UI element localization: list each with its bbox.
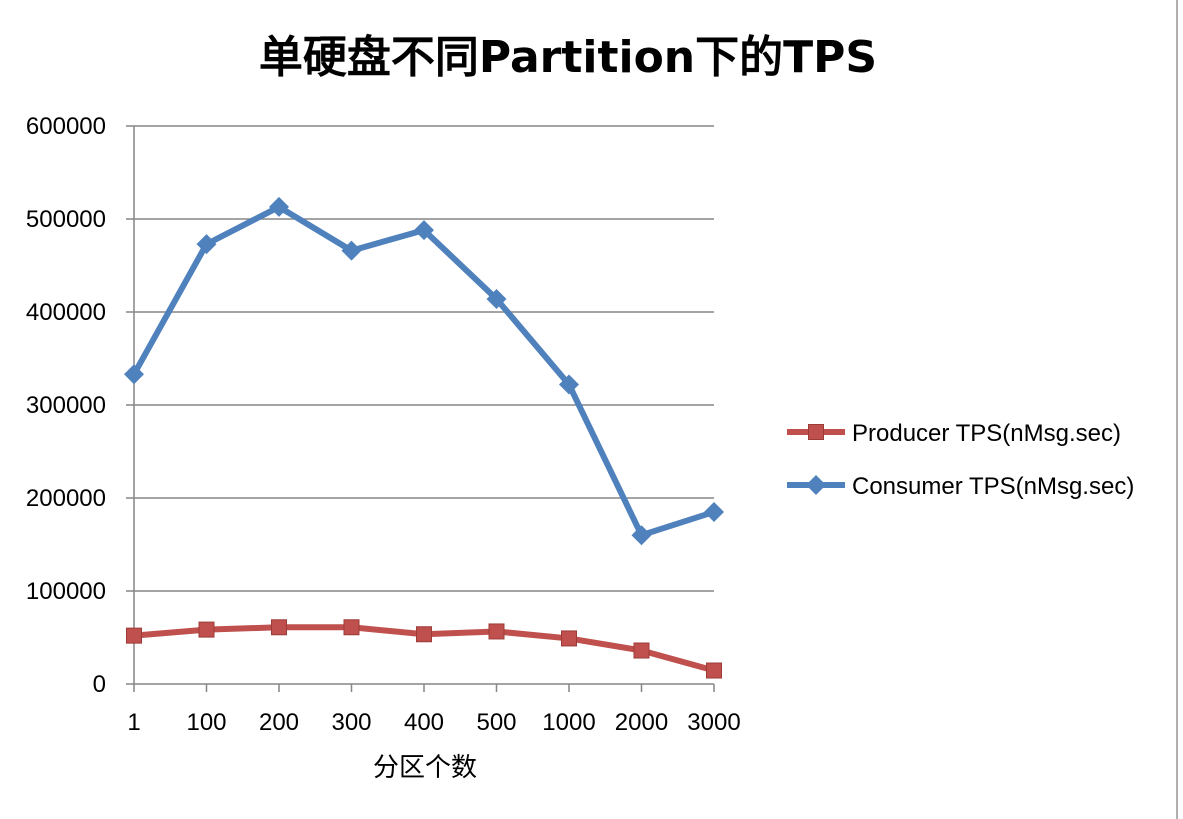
x-tick-label: 2000 (615, 709, 668, 736)
y-axis-ticks: 0 100000 200000 300000 400000 500000 600000 (26, 113, 134, 698)
x-axis-ticks: 1 100 200 300 400 500 1000 2000 3000 (127, 684, 741, 736)
data-point-marker (486, 288, 507, 309)
x-tick-label: 3000 (687, 709, 740, 736)
x-tick-label: 400 (404, 709, 444, 736)
x-tick-label: 1000 (542, 709, 595, 736)
data-point-marker (196, 234, 217, 255)
data-point-marker (416, 626, 432, 643)
data-point-marker (488, 623, 505, 640)
legend-label: Consumer TPS(nMsg.sec) (852, 473, 1134, 500)
y-tick-label: 0 (93, 671, 106, 698)
legend-entry: Producer TPS(nMsg.sec) (787, 420, 1121, 447)
series-line (131, 203, 715, 539)
data-point-marker (271, 619, 287, 636)
y-tick-label: 400000 (26, 299, 106, 326)
y-tick-label: 600000 (26, 113, 106, 140)
y-tick-label: 200000 (26, 485, 106, 512)
data-point-marker (561, 630, 577, 647)
data-point-marker (633, 642, 650, 659)
window-edge-divider (1176, 0, 1178, 819)
data-point-marker (126, 627, 142, 644)
data-point-marker (706, 662, 722, 679)
data-point-marker (414, 220, 434, 241)
data-point-marker (198, 621, 215, 638)
x-tick-label: 100 (186, 709, 226, 736)
data-point-marker (341, 240, 362, 261)
x-axis-label: 分区个数 (373, 753, 477, 783)
x-tick-label: 500 (476, 709, 516, 736)
y-tick-label: 300000 (26, 392, 106, 419)
legend-label: Producer TPS(nMsg.sec) (852, 420, 1121, 447)
x-tick-label: 200 (259, 709, 299, 736)
data-point-marker (631, 525, 652, 546)
data-point-marker (124, 364, 144, 385)
legend-marker (808, 424, 824, 440)
chart-title: 单硬盘不同Partition下的TPS (259, 32, 877, 83)
x-tick-label: 1 (127, 709, 140, 736)
legend: Producer TPS(nMsg.sec) Consumer TPS(nMsg.… (787, 420, 1134, 500)
series-group (124, 196, 724, 679)
y-tick-label: 100000 (26, 578, 106, 605)
gridlines (134, 125, 714, 592)
series-consumer (124, 196, 724, 546)
series-producer (126, 619, 722, 679)
y-tick-label: 500000 (26, 206, 106, 233)
data-point-marker (269, 196, 289, 217)
data-point-marker (704, 501, 724, 522)
data-point-marker (559, 374, 579, 395)
legend-marker (806, 475, 826, 495)
legend-entry: Consumer TPS(nMsg.sec) (787, 473, 1134, 500)
data-point-marker (343, 619, 360, 636)
x-tick-label: 300 (331, 709, 371, 736)
